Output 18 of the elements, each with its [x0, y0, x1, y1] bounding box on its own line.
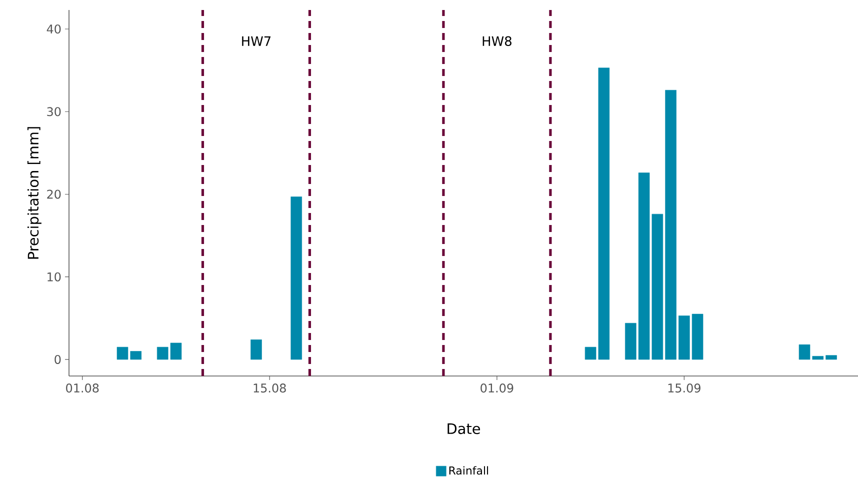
- x-tick-label: 01.08: [66, 384, 99, 393]
- y-tick-label: 40: [46, 24, 61, 34]
- y-tick-label: 10: [48, 272, 61, 282]
- annotation: HW8: [482, 36, 512, 46]
- y-axis-title: Precipitation [mm]: [27, 127, 42, 259]
- annotation: HW7: [242, 36, 271, 46]
- x-axis-title: Date: [448, 423, 480, 434]
- bar: [290, 196, 302, 360]
- bar: [826, 355, 837, 360]
- y-tick-label: 30: [47, 107, 61, 116]
- bar: [250, 340, 262, 360]
- x-tick-label: 15.09: [668, 384, 700, 393]
- bar: [665, 90, 676, 360]
- x-tick-label: 01.09: [480, 384, 514, 393]
- y-tick-label: 20: [47, 190, 61, 199]
- legend-label: Rainfall: [449, 466, 488, 475]
- x-tick-label: 15.08: [254, 384, 286, 393]
- y-tick-label: 0: [54, 354, 61, 364]
